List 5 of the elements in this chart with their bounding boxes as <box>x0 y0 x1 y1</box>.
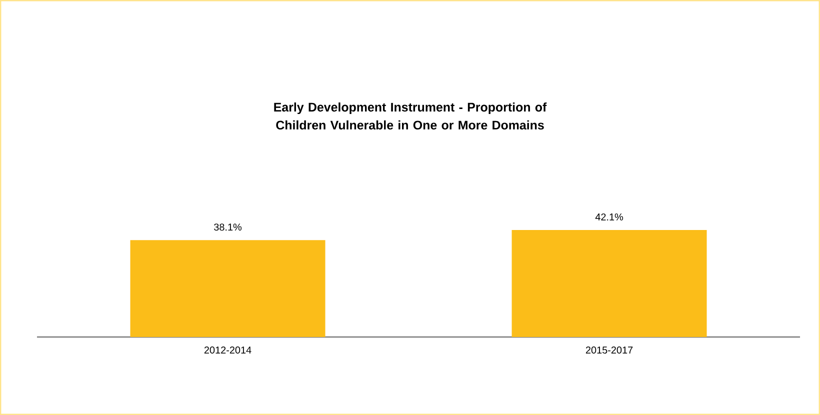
x-tick-label: 2012-2014 <box>204 346 252 354</box>
chart-title: Early Development Instrument - Proportion of Children Vulnerable in One or More Domains <box>274 102 547 130</box>
x-tick-label: 2015-2017 <box>586 346 633 354</box>
data-label: 42.1% <box>595 213 624 220</box>
data-label: 38.1% <box>214 224 242 231</box>
